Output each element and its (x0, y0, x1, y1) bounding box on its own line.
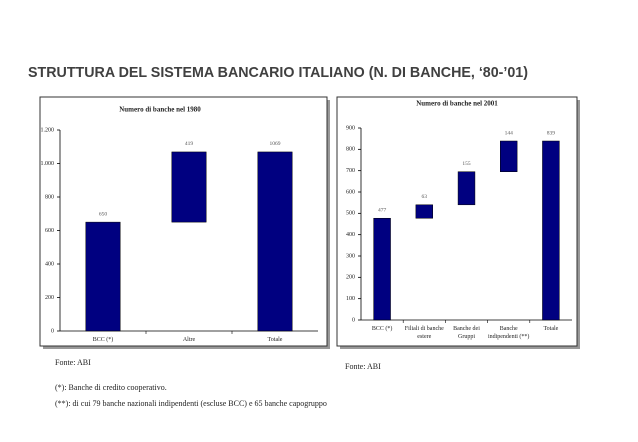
y-tick-label: 1.200 (41, 127, 55, 133)
x-tick-label: Altre (182, 337, 196, 343)
y-tick-label: 0 (352, 317, 355, 323)
footnote: (*): Banche di credito cooperativo. (55, 383, 167, 392)
x-tick-label: Totale (543, 326, 559, 332)
bar (457, 171, 476, 206)
y-tick-label: 900 (346, 125, 355, 131)
chart-title: Numero di banche nel 2001 (416, 100, 498, 108)
value-label: 839 (547, 130, 556, 136)
y-tick-label: 600 (45, 228, 54, 234)
y-tick-label: 700 (346, 168, 355, 174)
value-label: 63 (422, 194, 428, 200)
footnote: (**): di cui 79 banche nazionali indipen… (55, 399, 327, 408)
y-tick-label: 300 (346, 253, 355, 259)
y-tick-label: 800 (45, 194, 54, 200)
y-tick-label: 500 (346, 211, 355, 217)
source: Fonte: ABI (55, 358, 91, 367)
x-tick-label: Totale (267, 337, 283, 343)
bar (257, 151, 293, 332)
bar (500, 140, 518, 172)
chart-frame (336, 96, 578, 347)
x-tick-label: BCC (*) (371, 326, 393, 332)
y-tick-label: 400 (45, 261, 54, 267)
page-title: STRUTTURA DEL SISTEMA BANCARIO ITALIANO … (28, 64, 528, 81)
y-tick-label: 0 (51, 328, 54, 334)
y-tick-label: 200 (346, 275, 355, 281)
bar (373, 217, 391, 321)
y-tick-label: 100 (346, 296, 355, 302)
y-tick-label: 600 (346, 189, 355, 195)
x-tick-label: Banche indipendenti (**) (487, 326, 530, 340)
y-tick-label: 1.000 (41, 161, 55, 167)
value-label: 155 (462, 161, 471, 167)
y-tick-label: 800 (346, 147, 355, 153)
x-tick-label: Filiali di banche estere (404, 326, 444, 340)
value-label: 477 (378, 208, 387, 214)
x-tick-label: Banche dei Gruppi (453, 326, 480, 340)
y-tick-label: 400 (346, 232, 355, 238)
value-label: 1069 (270, 141, 281, 147)
value-label: 650 (99, 211, 108, 217)
bar (171, 151, 207, 223)
source: Fonte: ABI (345, 362, 381, 371)
chart-title: Numero di banche nel 1980 (119, 106, 201, 114)
value-label: 419 (185, 141, 194, 147)
value-label: 144 (505, 130, 514, 136)
bar (415, 204, 433, 219)
bar (85, 221, 121, 332)
bar (542, 140, 560, 321)
y-tick-label: 200 (45, 295, 54, 301)
x-tick-label: BCC (*) (92, 337, 114, 343)
